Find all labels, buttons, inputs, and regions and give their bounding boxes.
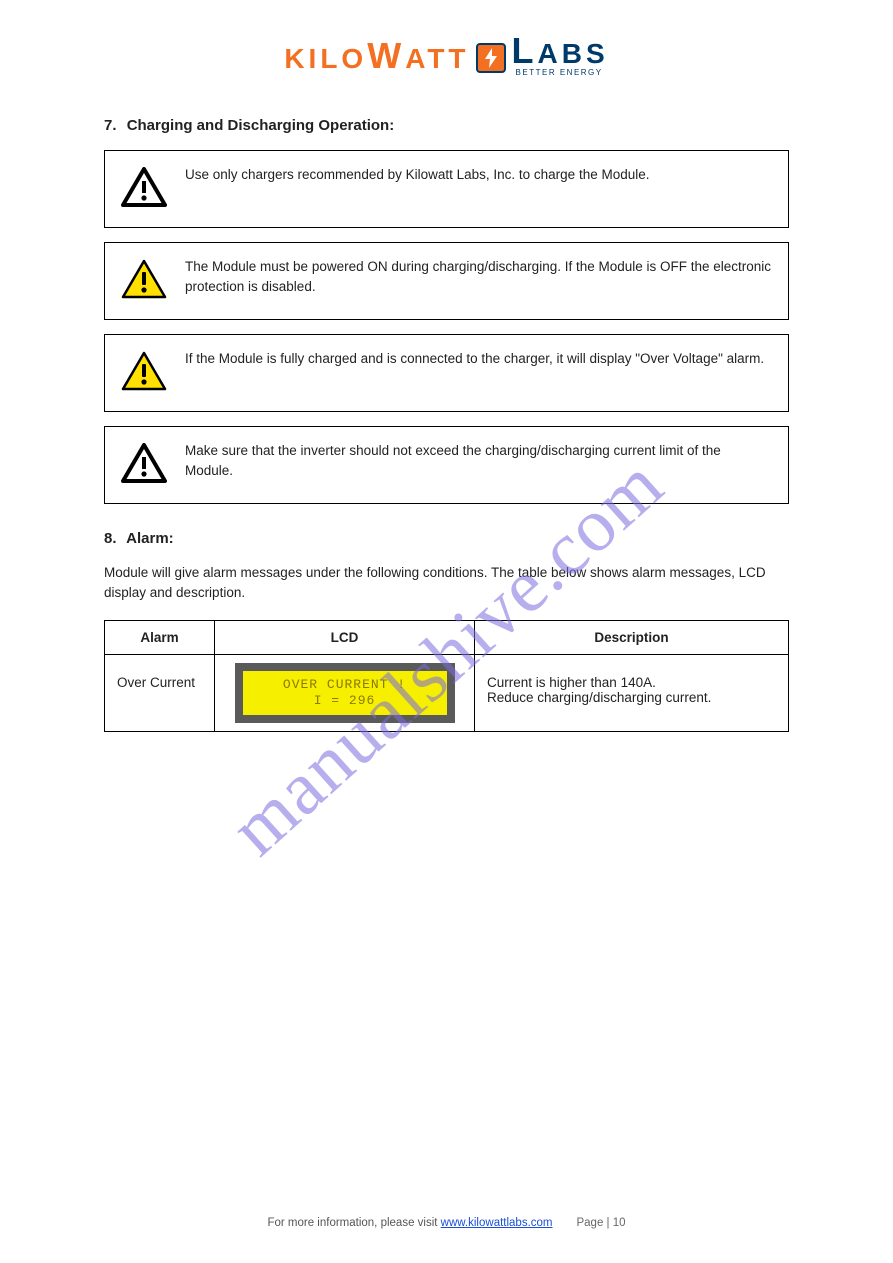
- section-7-text: Charging and Discharging Operation:: [127, 117, 395, 134]
- logo-word-kilowatt: KILOWATT: [284, 35, 469, 77]
- section-8-text: Alarm:: [126, 530, 174, 547]
- warning-box-1: Use only chargers recommended by Kilowat…: [104, 150, 789, 228]
- logo-word-labs: LABS: [512, 30, 609, 72]
- section-8-title: 8. Alarm:: [104, 530, 789, 547]
- bolt-icon: [476, 43, 506, 73]
- logo-big-w: W: [367, 35, 405, 76]
- col-description: Description: [475, 620, 789, 654]
- lcd-line-2: I = 296: [247, 693, 443, 709]
- logo-tagline: BETTER ENERGY: [516, 68, 603, 77]
- page-footer: For more information, please visit www.k…: [0, 1217, 893, 1229]
- section-7-number: 7.: [104, 117, 117, 134]
- cell-alarm: Over Current: [105, 654, 215, 732]
- logo-abs: ABS: [538, 38, 609, 69]
- page-container: KILOWATT LABS BETTER ENERGY 7. Charging …: [0, 0, 893, 1263]
- warning-box-3: If the Module is fully charged and is co…: [104, 334, 789, 412]
- warning-1-text: Use only chargers recommended by Kilowat…: [185, 165, 650, 185]
- logo-att: ATT: [405, 43, 469, 74]
- warning-icon: [121, 167, 167, 212]
- page-number: 10: [613, 1217, 626, 1229]
- desc-line-1: Current is higher than 140A.: [487, 675, 776, 690]
- caution-icon: [121, 351, 167, 396]
- warning-2-text: The Module must be powered ON during cha…: [185, 257, 772, 296]
- lcd-frame: OVER CURRENT ! I = 296: [235, 663, 455, 724]
- lcd-line-1: OVER CURRENT !: [247, 677, 443, 693]
- table-row: Over Current OVER CURRENT ! I = 296 Curr…: [105, 654, 789, 732]
- section-7-title: 7. Charging and Discharging Operation:: [104, 117, 789, 134]
- warning-3-text: If the Module is fully charged and is co…: [185, 349, 764, 369]
- logo-big-l: L: [512, 30, 538, 71]
- brand-logo: KILOWATT LABS BETTER ENERGY: [284, 30, 608, 77]
- lcd-screen: OVER CURRENT ! I = 296: [243, 671, 447, 716]
- logo-kilo: KILO: [284, 43, 367, 74]
- footer-text: For more information, please visit: [267, 1217, 440, 1229]
- desc-line-2: Reduce charging/discharging current.: [487, 690, 776, 705]
- cell-lcd: OVER CURRENT ! I = 296: [215, 654, 475, 732]
- col-alarm: Alarm: [105, 620, 215, 654]
- cell-description: Current is higher than 140A. Reduce char…: [475, 654, 789, 732]
- bolt-svg: [484, 48, 498, 68]
- warning-4-text: Make sure that the inverter should not e…: [185, 441, 772, 480]
- warning-box-2: The Module must be powered ON during cha…: [104, 242, 789, 320]
- table-header-row: Alarm LCD Description: [105, 620, 789, 654]
- section-8-number: 8.: [104, 530, 117, 547]
- footer-link[interactable]: www.kilowattlabs.com: [441, 1217, 553, 1229]
- warning-box-4: Make sure that the inverter should not e…: [104, 426, 789, 504]
- alarm-table: Alarm LCD Description Over Current OVER …: [104, 620, 789, 733]
- warning-icon: [121, 443, 167, 488]
- section-8-intro: Module will give alarm messages under th…: [104, 563, 789, 604]
- page-label: Page | 10: [564, 1217, 626, 1229]
- logo-row: KILOWATT LABS BETTER ENERGY: [80, 30, 813, 77]
- col-lcd: LCD: [215, 620, 475, 654]
- caution-icon: [121, 259, 167, 304]
